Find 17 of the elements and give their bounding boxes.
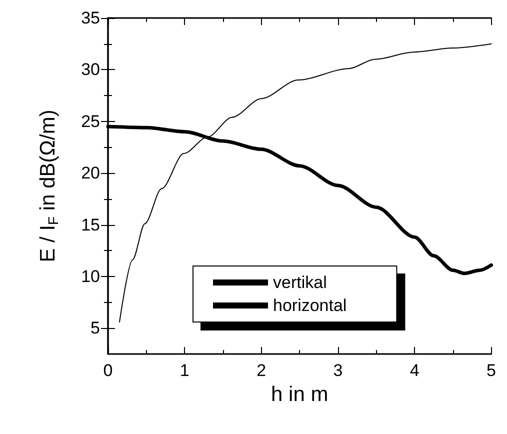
x-tick-label: 4: [410, 361, 420, 380]
legend-label: horizontal: [273, 296, 347, 315]
legend-label: vertikal: [273, 273, 327, 292]
y-tick-label: 20: [81, 164, 100, 183]
y-tick-label: 15: [81, 215, 100, 234]
x-tick-label: 0: [103, 361, 113, 380]
y-axis-title: E / IF in dB(Ω/m): [36, 110, 61, 262]
y-tick-label: 35: [81, 8, 100, 28]
y-tick-label: 10: [81, 266, 100, 286]
x-tick-label: 3: [333, 361, 343, 380]
x-tick-label: 2: [256, 361, 266, 380]
y-tick-label: 25: [81, 112, 100, 131]
y-tick-label: 5: [90, 318, 100, 338]
x-tick-label: 5: [486, 361, 496, 380]
x-axis-title: h in m: [271, 383, 328, 406]
x-tick-label: 1: [180, 361, 190, 380]
y-tick-label: 30: [81, 60, 100, 80]
